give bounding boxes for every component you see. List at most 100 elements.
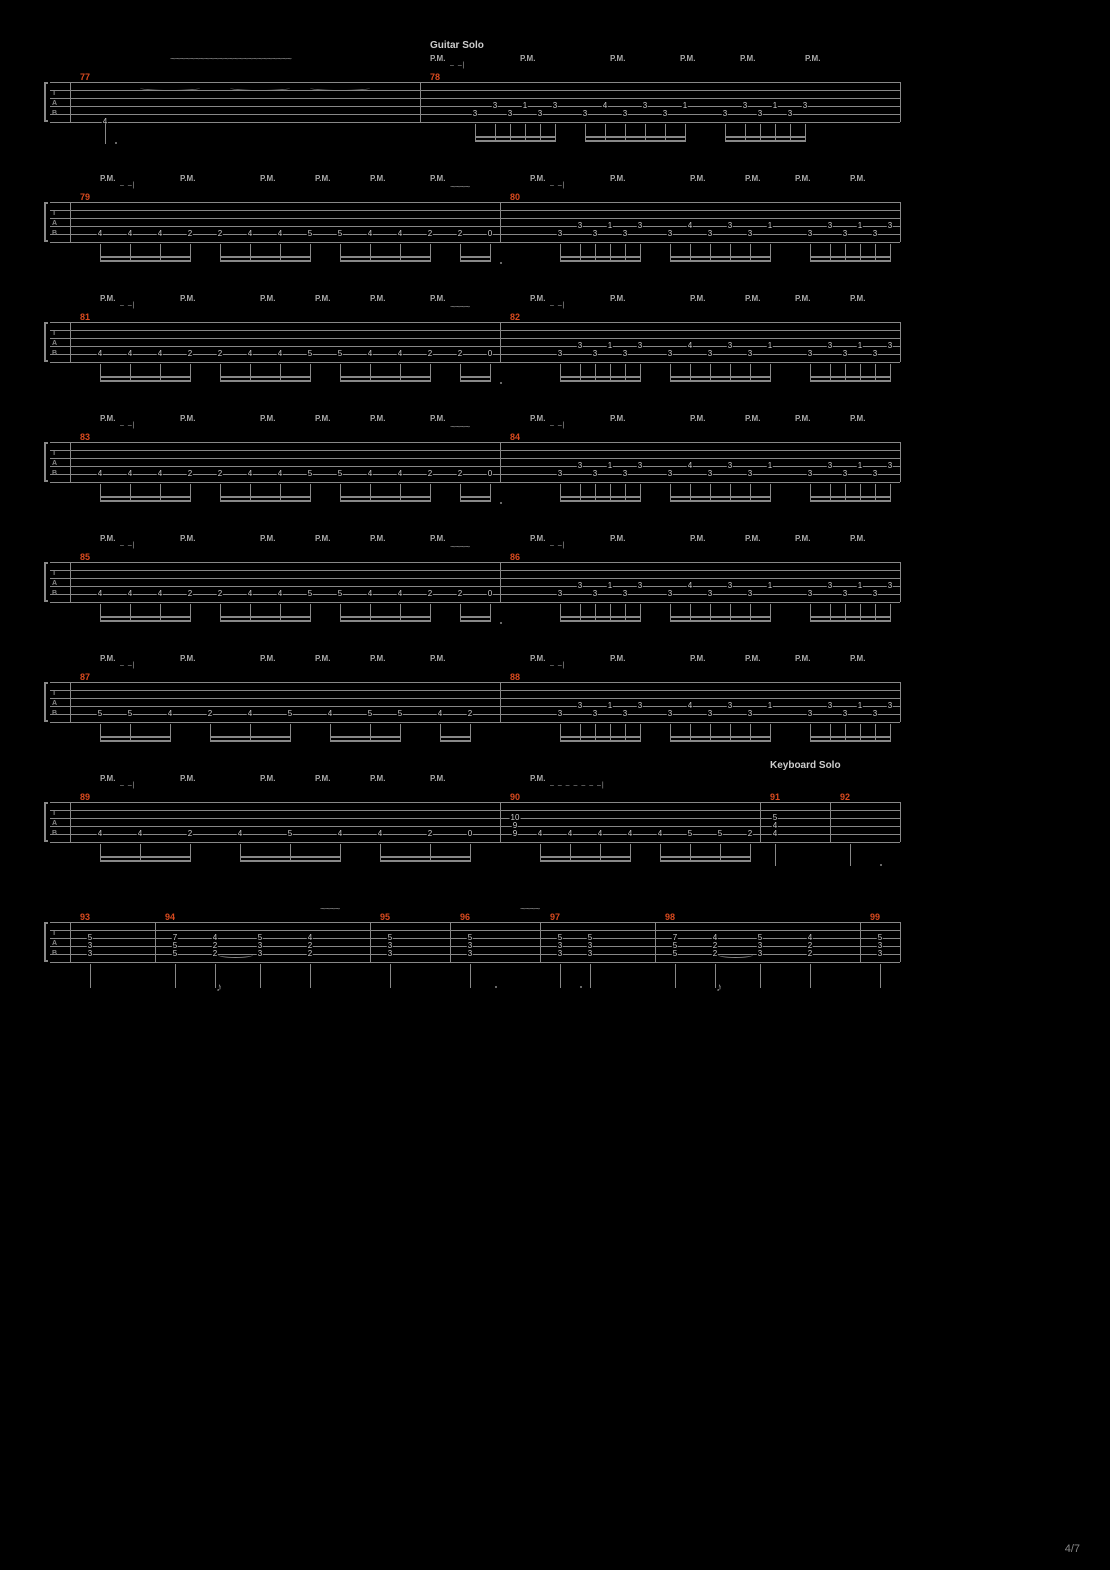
beam <box>240 860 340 862</box>
page-number: 4/7 <box>1065 1543 1080 1555</box>
fret-number: 3 <box>587 950 593 958</box>
staff-line <box>50 698 900 699</box>
beam <box>460 500 490 502</box>
bar-number: 87 <box>80 672 90 682</box>
fret-number: 3 <box>637 342 643 350</box>
palm-mute-label: P.M. <box>745 534 760 543</box>
note-stem <box>170 724 171 742</box>
tab-letter: B <box>52 710 57 717</box>
fret-number: 3 <box>592 230 598 238</box>
staff-bracket <box>44 202 48 242</box>
palm-mute-label: P.M. <box>370 534 385 543</box>
fret-number: 2 <box>187 230 193 238</box>
beam <box>100 740 170 742</box>
palm-mute-label: P.M. <box>370 294 385 303</box>
tab-letter: A <box>52 220 57 227</box>
palm-mute-label: P.M. <box>795 654 810 663</box>
tab-page: TAB7778Guitar SoloP.M.– –|P.M.P.M.P.M.P.… <box>0 0 1110 1030</box>
fret-number: 5 <box>672 950 678 958</box>
fret-number: 2 <box>187 830 193 838</box>
tab-letter: T <box>52 570 56 577</box>
palm-mute-label: P.M. <box>530 294 545 303</box>
fret-number: 4 <box>627 830 633 838</box>
fret-number: 3 <box>592 470 598 478</box>
note-stem <box>430 604 431 622</box>
staff-bracket <box>44 322 48 362</box>
barline <box>900 82 901 122</box>
vibrato-mark: ~~~~ <box>450 542 469 553</box>
staff-line <box>50 330 900 331</box>
palm-mute-label: P.M. <box>180 294 195 303</box>
palm-mute-label: P.M. <box>530 534 545 543</box>
bar-number: 78 <box>430 72 440 82</box>
tab-letter: B <box>52 230 57 237</box>
tab-letter: T <box>52 330 56 337</box>
fret-number: 3 <box>827 342 833 350</box>
beam <box>100 620 190 622</box>
palm-mute-label: P.M. <box>745 414 760 423</box>
fret-number: 3 <box>387 950 393 958</box>
fret-number: 4 <box>397 470 403 478</box>
fret-number: 5 <box>337 590 343 598</box>
fret-number: 2 <box>427 350 433 358</box>
fret-number: 4 <box>97 230 103 238</box>
fret-number: 5 <box>337 470 343 478</box>
fret-number: 3 <box>757 110 763 118</box>
note-stem <box>190 604 191 622</box>
beam <box>670 380 770 382</box>
palm-mute-label: P.M. <box>530 654 545 663</box>
beam <box>560 740 640 742</box>
palm-mute-label: P.M. <box>180 774 195 783</box>
fret-number: 4 <box>687 582 693 590</box>
note-stem <box>770 604 771 622</box>
palm-mute-dash: – –| <box>120 662 136 669</box>
palm-mute-label: P.M. <box>430 414 445 423</box>
note-stem <box>850 844 851 866</box>
fret-number: 4 <box>127 590 133 598</box>
palm-mute-label: P.M. <box>315 534 330 543</box>
bar-number: 84 <box>510 432 520 442</box>
palm-mute-label: P.M. <box>370 174 385 183</box>
beam <box>220 256 310 258</box>
beam <box>560 376 640 378</box>
barline <box>70 202 71 242</box>
fret-number: 3 <box>622 470 628 478</box>
note-stem <box>340 844 341 862</box>
fret-number: 2 <box>217 470 223 478</box>
fret-number: 3 <box>742 102 748 110</box>
note-stem <box>105 124 106 144</box>
fret-number: 2 <box>427 830 433 838</box>
fret-number: 4 <box>237 830 243 838</box>
barline <box>760 802 761 842</box>
palm-mute-dash: – –| <box>550 662 566 669</box>
beam <box>670 620 770 622</box>
fret-number: 4 <box>247 470 253 478</box>
barline <box>70 442 71 482</box>
fret-number: 2 <box>457 470 463 478</box>
beam <box>340 620 430 622</box>
barline <box>830 802 831 842</box>
fret-number: 4 <box>687 342 693 350</box>
fret-number: 1 <box>857 462 863 470</box>
beam <box>220 500 310 502</box>
beam <box>670 256 770 258</box>
beam <box>670 500 770 502</box>
fret-number: 2 <box>217 350 223 358</box>
fret-number: 3 <box>872 350 878 358</box>
beam <box>460 380 490 382</box>
palm-mute-dash: – –| <box>120 182 136 189</box>
staff-bracket <box>44 802 48 842</box>
beam <box>670 736 770 738</box>
fret-number: 3 <box>667 710 673 718</box>
fret-number: 3 <box>722 110 728 118</box>
barline <box>500 802 501 842</box>
staff-line <box>50 234 900 235</box>
bar-number: 88 <box>510 672 520 682</box>
staff-line <box>50 450 900 451</box>
dot <box>500 622 502 624</box>
fret-number: 1 <box>767 222 773 230</box>
fret-number: 3 <box>622 590 628 598</box>
barline <box>70 562 71 602</box>
bar-number: 77 <box>80 72 90 82</box>
fret-number: 5 <box>287 830 293 838</box>
